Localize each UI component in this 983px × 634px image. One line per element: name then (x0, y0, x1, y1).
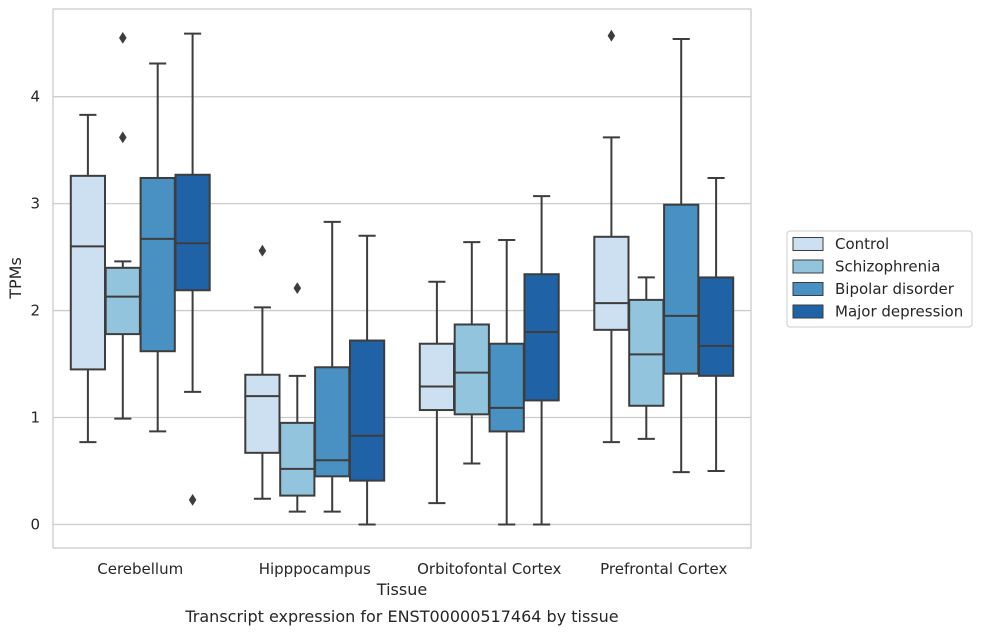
legend-swatch (792, 237, 824, 251)
figure-caption: Transcript expression for ENST0000051746… (184, 607, 618, 626)
legend-frame (786, 230, 973, 328)
outlier-point (258, 244, 267, 257)
legend-label: Control (835, 235, 889, 253)
box-group (418, 280, 456, 505)
box-group (314, 220, 351, 513)
legend-label: Major depression (835, 303, 963, 321)
outlier-point (188, 493, 197, 506)
box-group (697, 176, 735, 472)
box-group (104, 31, 141, 420)
box (139, 176, 176, 353)
y-tick-label: 4 (30, 88, 40, 106)
x-tick-label: Hipppocampus (259, 560, 371, 578)
box (523, 273, 560, 402)
box (453, 323, 490, 416)
box-series (69, 29, 735, 526)
y-tick-label: 3 (30, 195, 40, 213)
x-axis-label: Tissue (376, 580, 427, 599)
box-group (453, 241, 490, 465)
x-tick-label: Cerebellum (97, 560, 183, 578)
outlier-point (119, 131, 127, 144)
y-tick-label: 1 (30, 409, 40, 427)
box-group (69, 113, 107, 444)
box (697, 276, 735, 377)
legend-swatch (792, 282, 824, 296)
legend-label: Schizophrenia (835, 258, 940, 276)
box (279, 421, 316, 497)
legend-swatch (792, 259, 824, 274)
box (174, 173, 211, 292)
outlier-point (293, 282, 302, 295)
box-group (628, 276, 665, 440)
plot-frame (52, 8, 752, 549)
legend-label: Bipolar disorder (835, 280, 955, 298)
y-tick-label: 0 (30, 515, 40, 533)
box-group (348, 234, 386, 526)
outlier-point (607, 29, 616, 42)
box (104, 266, 141, 336)
box-group (663, 37, 700, 474)
outlier-point (119, 31, 127, 44)
box-group (523, 195, 560, 526)
legend-swatch (792, 304, 824, 319)
y-axis-ticks: 0 1 2 3 4 (30, 88, 40, 534)
box (593, 235, 630, 331)
box (488, 342, 525, 433)
box (69, 174, 107, 371)
y-tick-label: 2 (30, 302, 40, 320)
box (418, 342, 456, 412)
x-axis-ticks: Cerebellum Hipppocampus Orbitofontal Corte… (97, 560, 727, 578)
box (244, 373, 281, 454)
box-group (174, 32, 211, 506)
x-tick-label: Orbitofontal Cortex (417, 560, 561, 578)
box-group (593, 29, 630, 444)
box (348, 339, 386, 482)
box (663, 203, 700, 375)
box (314, 366, 351, 478)
box (628, 298, 665, 407)
box-group (279, 282, 316, 513)
box-group (244, 244, 281, 500)
x-tick-label: Prefrontal Cortex (600, 560, 727, 578)
legend: Control Schizophrenia Bipolar disorder Majo… (786, 230, 973, 328)
y-axis-label: TPMs (6, 257, 25, 300)
